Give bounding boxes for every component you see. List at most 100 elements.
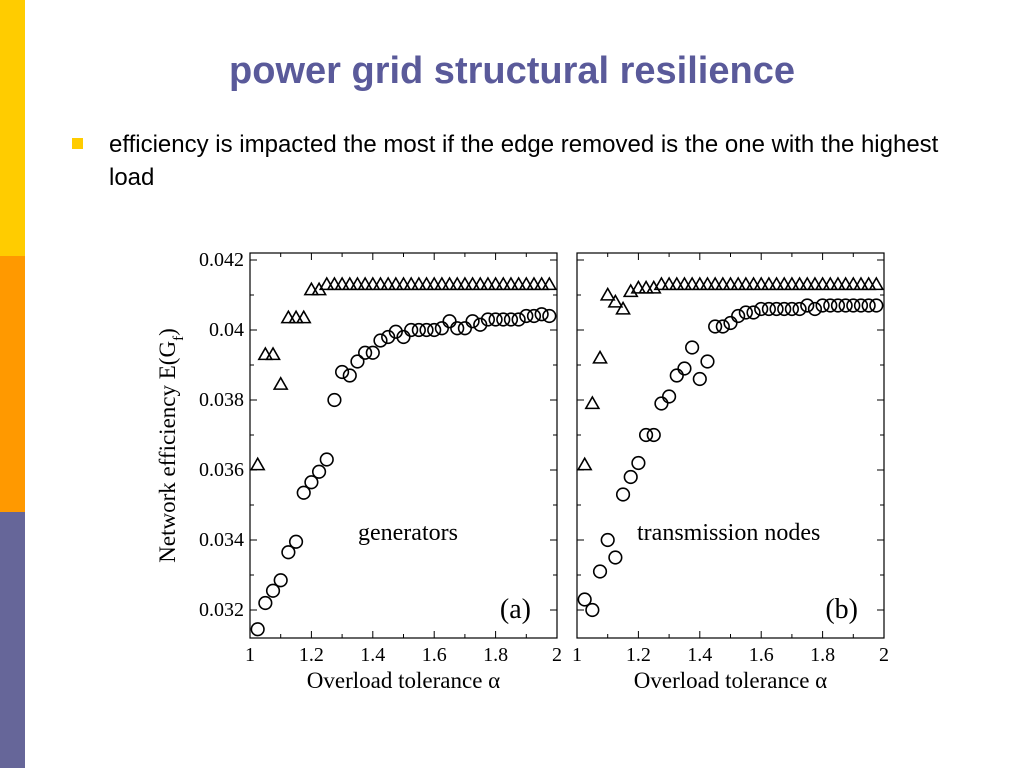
series-annotation: generators (358, 520, 458, 546)
data-point-circle (661, 389, 677, 404)
data-point-triangle (364, 276, 381, 291)
data-point-circle (585, 602, 600, 618)
data-point-triangle (845, 276, 862, 291)
data-point-triangle (472, 276, 489, 291)
data-point-circle (708, 319, 723, 334)
data-point-circle (769, 301, 784, 317)
data-point-circle (503, 312, 519, 327)
data-point-triangle (418, 276, 435, 291)
series-circles (250, 307, 557, 637)
data-point-triangle (607, 293, 624, 308)
data-point-triangle (753, 276, 770, 291)
data-point-circle (838, 298, 853, 313)
x-tick-label: 1.6 (749, 644, 774, 666)
x-axis-label: Overload tolerance α (634, 668, 827, 693)
data-point-triangle (830, 276, 846, 291)
data-point-circle (296, 485, 311, 500)
data-point-circle (281, 545, 296, 560)
data-point-circle (623, 469, 638, 485)
data-point-circle (473, 317, 488, 332)
data-point-triangle (853, 276, 869, 291)
data-point-circle (715, 319, 730, 334)
data-point-triangle (495, 276, 512, 291)
panel-label: (b) (825, 594, 858, 625)
data-point-circle (592, 564, 608, 579)
data-point-triangle (318, 276, 335, 291)
accent-bar-orange (0, 256, 25, 512)
x-axis-label: Overload tolerance α (307, 668, 500, 693)
data-point-circle (327, 392, 342, 408)
data-point-triangle (341, 276, 358, 291)
data-point-triangle (860, 276, 877, 291)
data-point-triangle (357, 276, 374, 291)
data-point-circle (373, 333, 388, 348)
data-point-triangle (661, 276, 677, 291)
data-point-circle (396, 329, 411, 345)
data-point-triangle (326, 276, 343, 291)
bullet-item: efficiency is impacted the most if the e… (72, 128, 972, 194)
data-point-triangle (576, 456, 593, 471)
efficiency-figure: 1 1.2 1.4 1.6 1.8 2 0.032 0.034 0.036 0.038 0.04 0.… (155, 249, 889, 693)
y-tick-label: 0.042 (199, 249, 244, 271)
data-point-triangle (334, 276, 350, 291)
data-point-circle (600, 532, 615, 548)
data-point-circle (608, 550, 623, 565)
data-point-circle (250, 622, 265, 637)
data-point-circle (654, 396, 669, 411)
y-tick-label: 0.036 (199, 459, 244, 481)
data-point-circle (869, 298, 884, 313)
plot-frame (576, 252, 885, 639)
data-point-triangle (410, 276, 427, 291)
y-tick-label: 0.038 (199, 389, 244, 411)
chart-panel-b: 1 1.2 1.4 1.6 1.8 2 transmission nodes (b) Overl… (572, 252, 889, 693)
data-point-circle (738, 305, 753, 320)
data-point-triangle (503, 276, 519, 291)
data-point-triangle (791, 276, 808, 291)
data-point-circle (404, 322, 419, 338)
data-point-circle (488, 312, 503, 327)
data-point-circle (761, 301, 776, 317)
y-tick-label: 0.04 (209, 319, 244, 341)
x-tick-label: 2 (552, 644, 562, 666)
data-point-triangle (257, 346, 274, 361)
data-point-triangle (714, 276, 731, 291)
data-point-triangle (295, 309, 312, 324)
data-point-triangle (638, 279, 654, 294)
data-point-triangle (395, 276, 412, 291)
data-point-triangle (599, 286, 616, 301)
x-tick-label: 1.4 (360, 644, 385, 666)
data-point-circle (638, 427, 654, 443)
data-point-triangle (457, 276, 473, 291)
bullet-square-icon (72, 138, 83, 149)
data-point-triangle (480, 276, 496, 291)
data-point-triangle (745, 276, 762, 291)
data-point-triangle (541, 276, 558, 291)
data-point-triangle (272, 376, 289, 390)
slide-title: power grid structural resilience (229, 50, 795, 92)
data-point-circle (784, 301, 800, 317)
data-point-triangle (868, 276, 885, 291)
data-point-triangle (722, 276, 739, 291)
data-point-triangle (737, 276, 754, 291)
accent-bar-purple (0, 512, 25, 768)
x-tick-label: 1.8 (483, 644, 508, 666)
data-point-circle (846, 298, 861, 313)
data-point-triangle (837, 276, 854, 291)
data-point-circle (615, 487, 631, 502)
data-point-triangle (691, 276, 708, 291)
data-point-circle (631, 455, 646, 471)
data-point-circle (411, 322, 426, 338)
data-point-circle (304, 475, 319, 490)
data-point-circle (577, 592, 592, 607)
data-point-circle (754, 301, 769, 317)
data-point-circle (700, 354, 715, 369)
data-point-triangle (533, 276, 550, 291)
data-point-triangle (822, 276, 839, 291)
x-tick-label: 1.2 (299, 644, 324, 666)
data-point-triangle (387, 276, 404, 291)
data-point-triangle (730, 276, 747, 291)
data-point-triangle (464, 276, 481, 291)
data-point-circle (792, 301, 807, 317)
data-point-circle (465, 314, 480, 329)
data-point-circle (419, 322, 434, 338)
